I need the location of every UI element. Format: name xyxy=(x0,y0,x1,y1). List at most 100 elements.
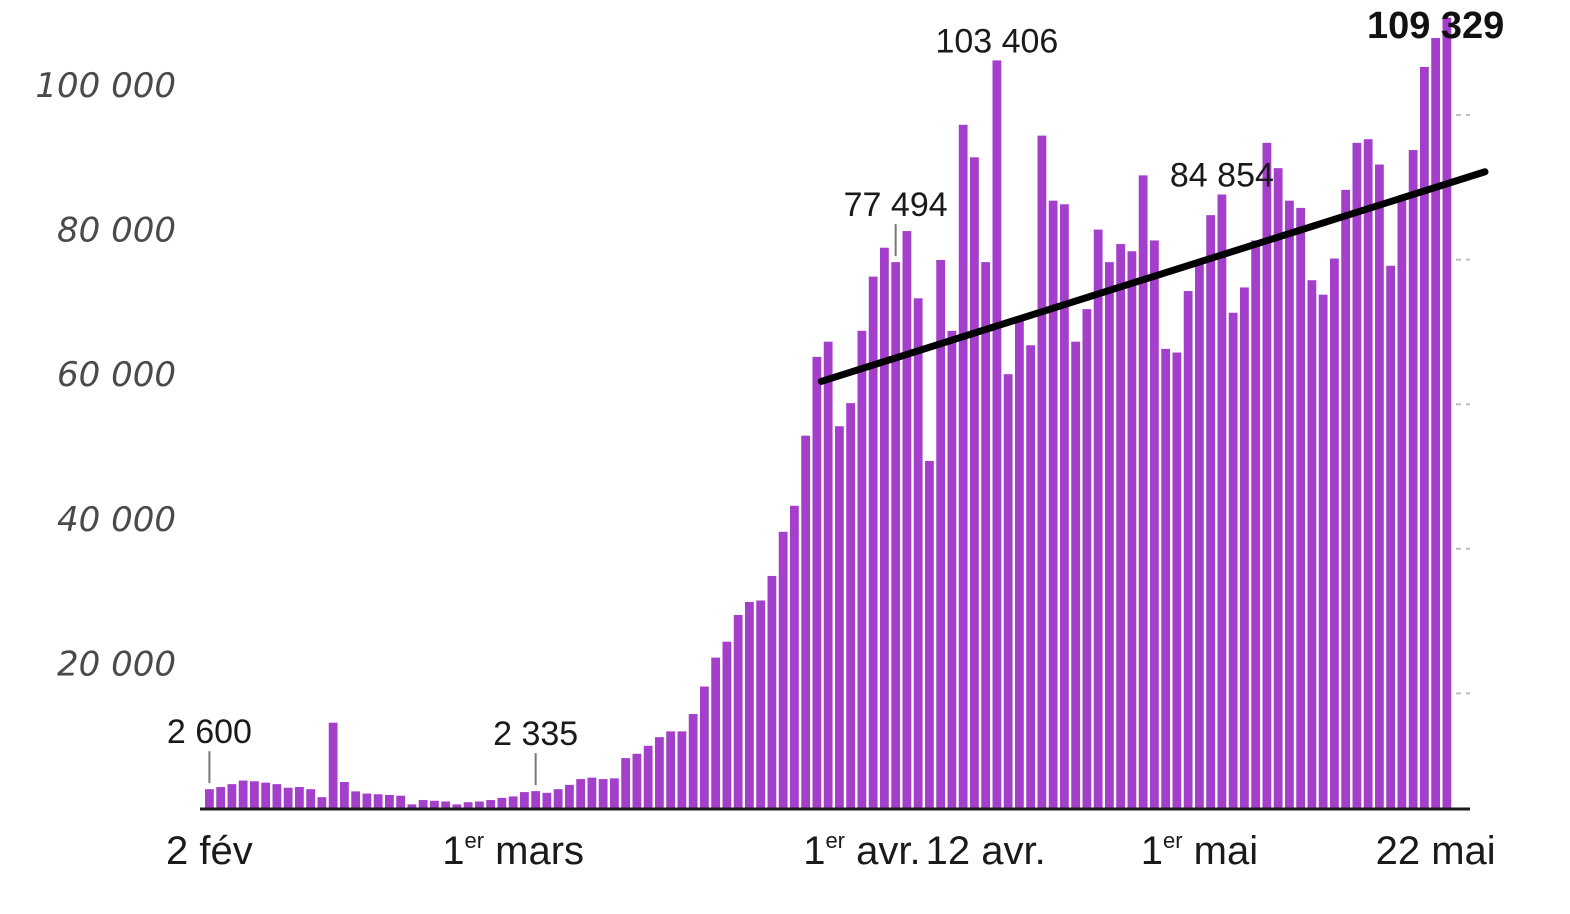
bar xyxy=(1318,294,1328,808)
bar xyxy=(1116,244,1126,808)
bar xyxy=(340,781,349,808)
bar xyxy=(1195,262,1204,808)
bar xyxy=(486,800,496,808)
bar xyxy=(688,714,698,808)
bar xyxy=(1363,139,1373,809)
bar xyxy=(835,426,844,808)
bar xyxy=(1217,194,1227,808)
bar xyxy=(373,794,383,808)
bar xyxy=(666,731,676,808)
bar xyxy=(1240,287,1249,808)
bar xyxy=(295,787,304,808)
y-axis-ticks: 20 000 40 000 60 000 80 000 100 000 xyxy=(35,66,176,684)
bar xyxy=(936,259,946,808)
bar xyxy=(823,341,833,808)
data-label: 84 854 xyxy=(1170,157,1274,195)
bar xyxy=(1105,262,1114,808)
bar xyxy=(317,797,327,808)
bar xyxy=(463,802,473,808)
bar xyxy=(812,356,822,808)
bar xyxy=(846,403,856,808)
y-tick-label: 40 000 xyxy=(57,500,176,540)
bar xyxy=(610,778,619,808)
bar xyxy=(1015,316,1024,808)
bar xyxy=(261,782,271,808)
y-tick-label: 80 000 xyxy=(57,211,176,251)
bar xyxy=(1273,168,1283,808)
bar xyxy=(407,804,417,808)
bar xyxy=(576,779,586,808)
bar xyxy=(1386,265,1396,808)
bar xyxy=(1285,200,1294,808)
bar xyxy=(1003,374,1013,808)
bar xyxy=(1330,258,1339,808)
bar xyxy=(205,789,214,808)
data-label: 2 335 xyxy=(493,715,578,753)
bar xyxy=(632,753,642,808)
data-label: 103 406 xyxy=(935,22,1058,60)
bar xyxy=(1127,251,1137,809)
bar xyxy=(790,505,799,808)
bar xyxy=(913,298,923,808)
bar xyxy=(1138,175,1148,808)
bar xyxy=(542,792,552,808)
bar xyxy=(385,794,394,808)
bar xyxy=(621,758,631,808)
bar xyxy=(1048,200,1058,808)
bar xyxy=(1183,291,1193,808)
data-label: 77 494 xyxy=(844,186,948,224)
x-tick-label: 22 mai xyxy=(1376,829,1496,873)
bar xyxy=(643,745,653,808)
bar xyxy=(778,531,788,808)
bar xyxy=(553,789,563,808)
bar xyxy=(396,795,406,808)
bar xyxy=(1375,164,1384,808)
bar xyxy=(1060,204,1069,809)
x-tick-label: 12 avr. xyxy=(926,829,1046,873)
bar xyxy=(283,787,293,808)
data-label: 109 329 xyxy=(1367,5,1504,47)
x-tick-label: 2 fév xyxy=(166,829,253,873)
bar xyxy=(418,800,428,808)
bar xyxy=(655,737,664,808)
bar xyxy=(1082,309,1092,808)
bar xyxy=(1442,17,1452,808)
bar xyxy=(958,124,968,808)
bar xyxy=(1397,200,1407,808)
bar xyxy=(880,247,889,808)
bar xyxy=(1161,348,1171,808)
bar xyxy=(1431,38,1441,808)
bar xyxy=(520,792,529,808)
bar xyxy=(756,600,766,808)
bar xyxy=(351,791,361,808)
bar xyxy=(1262,142,1272,809)
bar xyxy=(1307,280,1317,809)
data-label: 2 600 xyxy=(167,713,252,751)
bar xyxy=(508,796,518,808)
data-labels: 2 600 2 335 77 494 103 406 84 854 109 329 xyxy=(167,5,1504,786)
bar xyxy=(452,804,462,808)
bar xyxy=(857,330,867,808)
bar xyxy=(868,276,878,809)
bar xyxy=(745,601,754,808)
bar xyxy=(531,791,541,808)
bar xyxy=(711,657,721,808)
bar xyxy=(1341,189,1351,808)
bar xyxy=(441,801,451,808)
bar xyxy=(992,60,1002,808)
bar xyxy=(1251,240,1261,808)
bar xyxy=(1026,345,1036,808)
bar xyxy=(216,787,226,808)
bar xyxy=(947,330,957,808)
bar xyxy=(250,781,259,808)
trend-line xyxy=(817,168,1489,385)
bar xyxy=(497,797,507,808)
x-tick-label: 1er avr. xyxy=(803,828,920,873)
bar xyxy=(598,779,608,808)
bar xyxy=(1420,66,1429,809)
y-tick-label: 60 000 xyxy=(57,355,176,395)
bar xyxy=(925,460,934,808)
bar xyxy=(801,435,811,808)
bar xyxy=(1093,229,1103,809)
bar xyxy=(767,575,777,808)
